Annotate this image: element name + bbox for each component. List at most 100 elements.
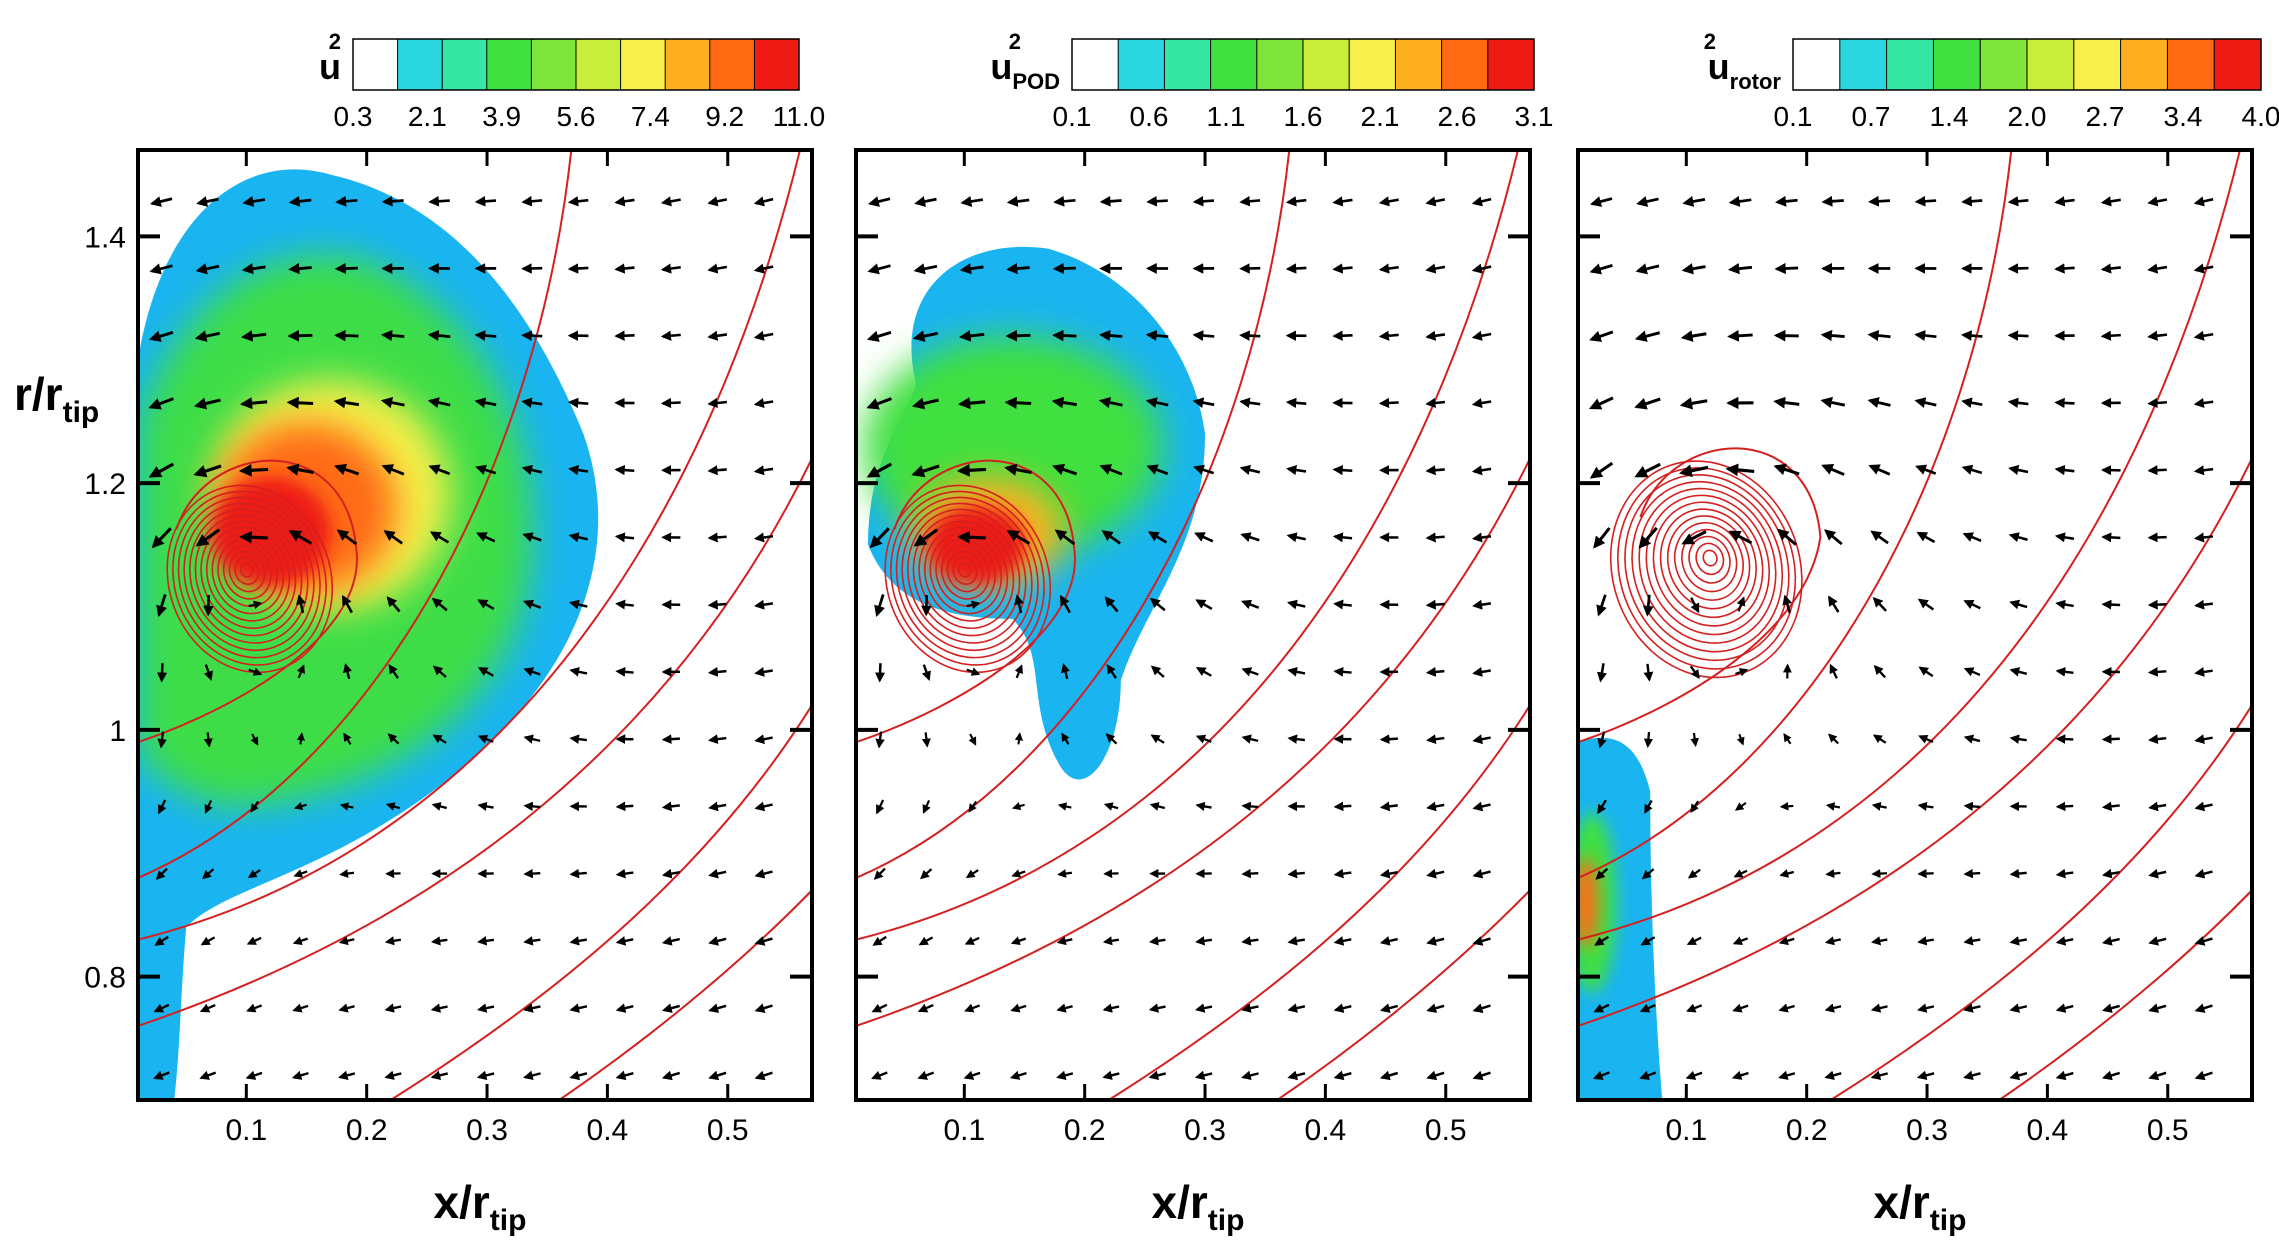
- velocity-vector: [430, 936, 448, 946]
- vortex-streamline: [884, 484, 1052, 674]
- x-tick-label: 0.3: [466, 1114, 508, 1147]
- velocity-vector: [1471, 196, 1492, 207]
- velocity-vector: [1006, 530, 1031, 545]
- velocity-vector: [2055, 868, 2074, 879]
- velocity-vector: [148, 330, 174, 342]
- velocity-vector: [296, 732, 305, 745]
- velocity-vector: [754, 734, 773, 745]
- velocity-vector: [1286, 464, 1307, 476]
- velocity-vector: [335, 195, 358, 207]
- x-tick-label: 0.1: [943, 1114, 985, 1147]
- velocity-vector: [156, 594, 167, 617]
- velocity-vector: [1917, 598, 1935, 611]
- velocity-vector: [1425, 465, 1445, 476]
- colorbar-segment: [1072, 39, 1119, 90]
- velocity-vector: [2007, 263, 2029, 274]
- velocity-vector: [2194, 1070, 2213, 1081]
- velocity-vector: [874, 594, 885, 617]
- velocity-vector: [288, 530, 313, 545]
- velocity-vector: [1379, 1070, 1399, 1081]
- velocity-vector: [2054, 464, 2075, 476]
- x-axis-title: x/rtip: [434, 1176, 527, 1237]
- velocity-vector: [913, 263, 938, 275]
- velocity-vector: [1195, 936, 1213, 946]
- velocity-vector: [1426, 936, 1445, 946]
- velocity-vector: [1682, 196, 1706, 207]
- velocity-vector: [334, 463, 360, 476]
- velocity-vector: [963, 1070, 981, 1080]
- velocity-vector: [1821, 195, 1844, 207]
- velocity-vector: [707, 263, 728, 274]
- velocity-vector: [968, 800, 978, 813]
- velocity-vector: [2193, 330, 2214, 341]
- velocity-vector: [615, 801, 634, 812]
- velocity-vector: [966, 600, 981, 610]
- velocity-vector: [2101, 532, 2121, 543]
- velocity-vector: [1736, 733, 1745, 746]
- colorbar-title: urotor: [1708, 46, 1782, 94]
- velocity-vector: [2054, 263, 2075, 274]
- velocity-vector: [2193, 397, 2214, 409]
- velocity-vector: [1963, 599, 1981, 610]
- velocity-vector: [1915, 464, 1937, 475]
- velocity-vector: [707, 599, 727, 610]
- colorbar-tick-label: 9.2: [705, 101, 744, 132]
- velocity-vector: [1378, 330, 1399, 341]
- velocity-vector: [866, 330, 892, 342]
- velocity-vector: [1332, 263, 1353, 274]
- velocity-vector: [1590, 196, 1613, 207]
- colorbar-segment: [1980, 39, 2028, 90]
- colorbar-segment: [665, 39, 711, 90]
- velocity-vector: [1241, 734, 1259, 744]
- velocity-vector: [1194, 1070, 1213, 1081]
- velocity-vector: [1820, 329, 1845, 342]
- velocity-vector: [922, 800, 931, 814]
- velocity-vector: [958, 330, 985, 342]
- velocity-vector: [1779, 869, 1795, 878]
- velocity-vector: [567, 196, 589, 207]
- velocity-vector: [871, 1070, 888, 1080]
- velocity-vector: [2194, 599, 2213, 610]
- velocity-vector: [521, 464, 543, 476]
- vortex-streamline: [239, 562, 254, 578]
- velocity-vector: [387, 733, 400, 745]
- velocity-vector: [1644, 799, 1653, 814]
- velocity-vector: [1052, 329, 1077, 342]
- velocity-vector: [380, 329, 405, 342]
- velocity-vector: [202, 868, 215, 880]
- velocity-vector: [2101, 868, 2120, 879]
- velocity-vector: [384, 936, 402, 946]
- x-tick-label: 0.2: [1786, 1114, 1828, 1147]
- velocity-vector: [1053, 195, 1076, 207]
- velocity-vector: [2009, 599, 2028, 610]
- colorbar-tick-label: 1.1: [1207, 101, 1246, 132]
- velocity-vector: [2009, 868, 2027, 879]
- velocity-vector: [1871, 936, 1888, 946]
- velocity-vector: [153, 1003, 170, 1013]
- velocity-vector: [1775, 195, 1798, 207]
- velocity-vector: [2193, 196, 2214, 207]
- velocity-vector: [1241, 599, 1260, 610]
- velocity-vector: [1240, 532, 1260, 543]
- colorbar-tick-label: 2.6: [1438, 101, 1477, 132]
- plot-area: [856, 150, 1530, 1100]
- velocity-vector: [1010, 1003, 1027, 1013]
- colorbar-tick-label: 3.4: [2164, 101, 2203, 132]
- velocity-vector: [247, 869, 261, 879]
- velocity-vector: [753, 532, 774, 543]
- swirl-streamline: [138, 459, 358, 744]
- velocity-vector: [1824, 529, 1843, 546]
- velocity-vector: [708, 734, 727, 745]
- velocity-vector: [1824, 936, 1841, 946]
- x-tick-label: 0.2: [1064, 1114, 1106, 1147]
- velocity-vector: [1241, 1003, 1259, 1013]
- velocity-vector: [428, 195, 450, 207]
- velocity-vector: [384, 1003, 402, 1013]
- colorbar-tick-label: 2.0: [2008, 101, 2047, 132]
- colorbar-segment: [1441, 39, 1489, 90]
- velocity-vector: [1425, 263, 1446, 274]
- velocity-vector: [1963, 936, 1981, 946]
- vortex-streamline: [1695, 542, 1725, 576]
- vortex-streamline: [1688, 535, 1731, 584]
- velocity-vector: [342, 663, 352, 680]
